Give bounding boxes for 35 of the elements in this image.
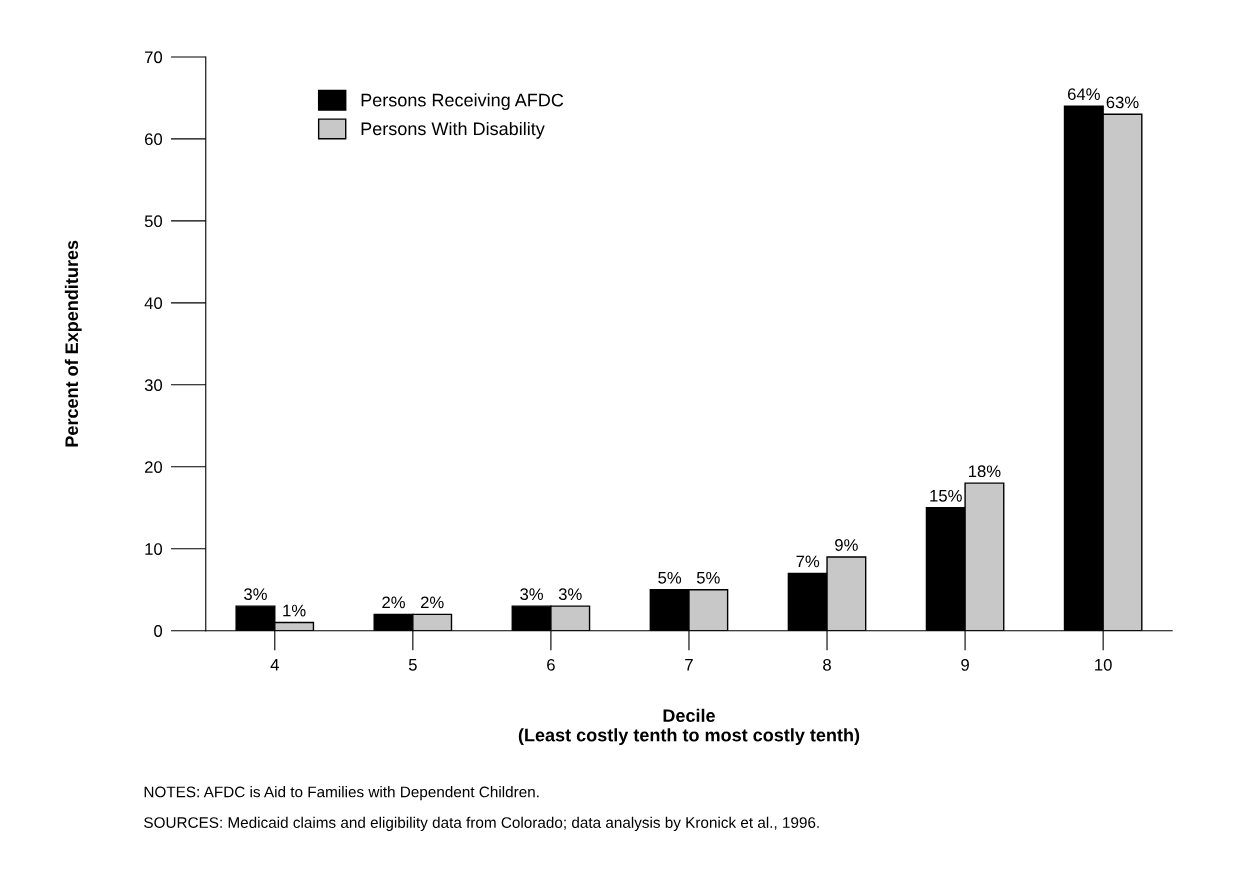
data-label: 1%: [283, 604, 306, 617]
x-tick-label: 8: [823, 658, 831, 671]
data-label: 2%: [420, 596, 444, 609]
x-tick-label: 10: [1095, 658, 1112, 671]
source-note: SOURCES: Medicaid claims and eligibility data from Colorado; data analysis by Kronick et al., 1996.: [144, 816, 819, 831]
y-axis-title: Percent of Expenditures: [64, 240, 82, 447]
text: NOTES: AFDC is Aid to Families with Dependent Children.: [144, 786, 539, 801]
x-tick-label: 5: [408, 659, 417, 671]
data-label: 5%: [696, 571, 720, 584]
x-tick-label: 6: [547, 658, 555, 671]
data-label: 3%: [520, 588, 544, 601]
data-label: 64%: [1067, 88, 1100, 101]
data-label: 15%: [930, 489, 962, 502]
y-tick-label: 10: [145, 543, 163, 555]
data-label: 2%: [382, 596, 405, 609]
data-label: 3%: [244, 588, 267, 601]
y-tick-label: 60: [145, 133, 163, 146]
y-tick-label: 20: [145, 461, 163, 473]
y-tick-label: 50: [144, 215, 163, 228]
data-label: 3%: [558, 588, 582, 601]
y-tick-label: 70: [145, 51, 163, 64]
x-axis-title: Decile (Least costly tenth to most costly tenth): [518, 708, 860, 746]
x-tick-label: 7: [685, 659, 693, 671]
data-label: 7%: [796, 555, 820, 568]
legend-label: Persons With Disability: [361, 121, 545, 139]
legend-label: Persons Receiving AFDC: [361, 93, 564, 111]
data-label: 9%: [835, 539, 858, 551]
y-tick-label: 30: [144, 379, 163, 392]
x-tick-label: 9: [961, 658, 969, 671]
x-tick-label: 4: [270, 659, 279, 671]
data-label: 5%: [658, 571, 682, 584]
y-tick-label: 40: [144, 297, 163, 310]
y-tick-label: 0: [154, 625, 163, 637]
data-label: 63%: [1106, 96, 1139, 109]
data-label: 18%: [969, 465, 1001, 478]
